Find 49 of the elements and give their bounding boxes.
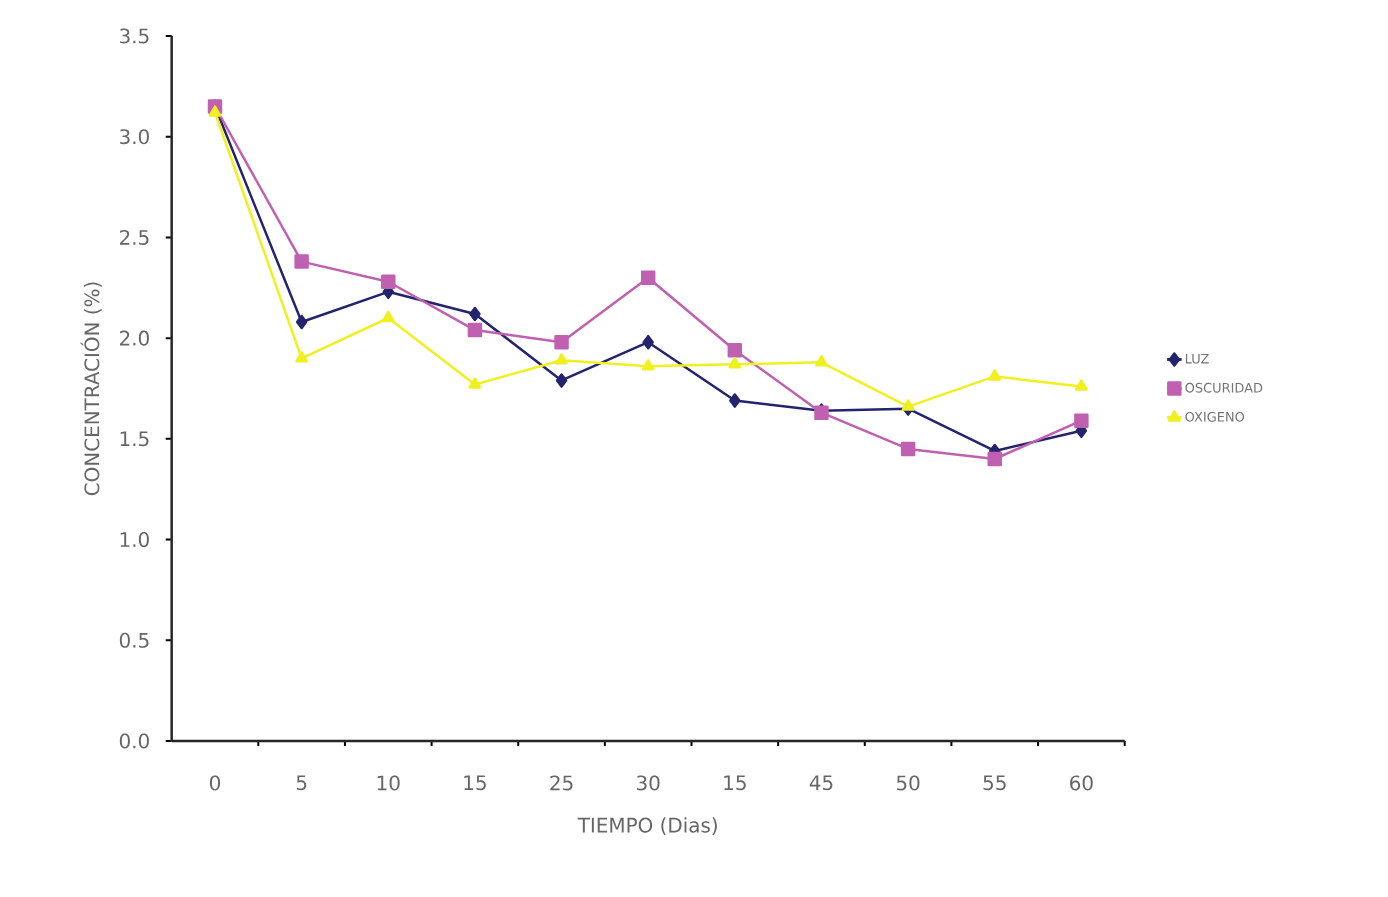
point [642, 334, 654, 350]
point [467, 322, 483, 338]
y-tick-label: 2.0 [120, 330, 149, 346]
x-tick-label: 15 [464, 775, 486, 791]
point [1074, 379, 1088, 391]
point [208, 105, 222, 117]
point [555, 353, 568, 365]
point [555, 373, 568, 388]
x-tick-label: 15 [724, 775, 746, 791]
legend-label: OXIGENO [1185, 411, 1245, 422]
y-tick-label: 3.5 [120, 28, 149, 44]
point [815, 355, 828, 367]
x-tick-label: 50 [896, 775, 920, 791]
y-tick-label: 0.5 [119, 632, 149, 648]
point [554, 334, 569, 350]
point [469, 306, 481, 322]
x-tick-label: 5 [296, 775, 307, 791]
y-tick-label: 1.0 [120, 532, 149, 548]
x-tick-label: 45 [809, 775, 833, 791]
point [294, 254, 309, 269]
point [728, 357, 742, 369]
legend-label: LUZ [1185, 354, 1209, 364]
x-tick-label: 55 [983, 775, 1006, 791]
point [987, 451, 1002, 467]
legend-label: OSCURIDAD [1185, 382, 1263, 393]
x-tick-label: 60 [1070, 775, 1093, 791]
x-tick-label: 30 [637, 775, 660, 791]
x-axis-title: TIEMPO (Dias) [577, 817, 717, 836]
y-tick-label: 0.0 [119, 733, 149, 749]
point [381, 274, 396, 289]
point [640, 270, 656, 285]
point [729, 393, 741, 408]
point [381, 310, 395, 323]
point [295, 351, 309, 363]
y-axis-title: CONCENTRACIÓN (%) [80, 282, 102, 496]
y-tick-label: 3.0 [120, 129, 149, 145]
x-tick-label: 25 [550, 775, 573, 791]
point [1074, 413, 1089, 428]
point [295, 314, 308, 330]
point [901, 399, 915, 411]
point [988, 369, 1002, 381]
point [727, 343, 743, 358]
point [900, 441, 916, 457]
point [468, 377, 482, 389]
x-tick-label: 10 [377, 775, 400, 791]
y-tick-label: 2.5 [120, 229, 149, 245]
y-tick-label: 1.5 [120, 431, 149, 447]
x-tick-label: 0 [209, 775, 221, 791]
point [641, 359, 655, 371]
